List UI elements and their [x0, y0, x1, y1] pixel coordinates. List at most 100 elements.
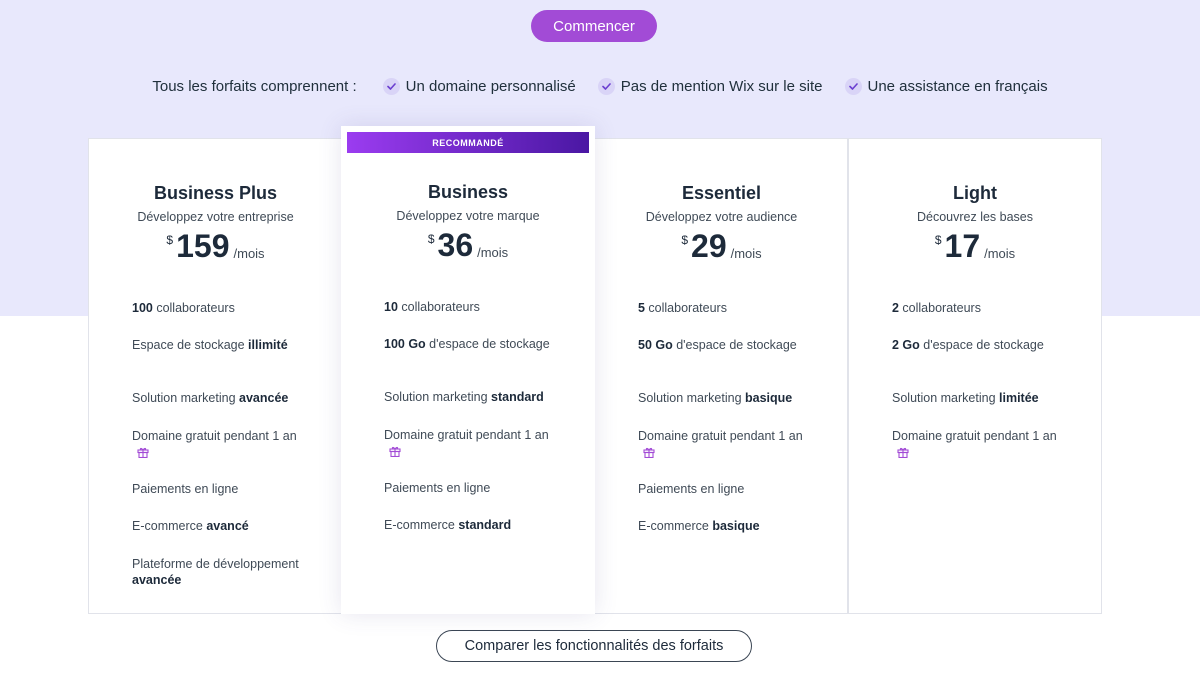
plan-feature: Domaine gratuit pendant 1 an	[384, 427, 564, 461]
feature-highlight: limitée	[999, 391, 1039, 405]
price-period: /mois	[984, 246, 1016, 261]
check-icon	[597, 77, 615, 95]
price-period: /mois	[477, 245, 509, 260]
price-amount: 159	[176, 228, 230, 264]
recommended-badge: RECOMMANDÉ	[347, 132, 589, 153]
feature-highlight: standard	[491, 390, 544, 404]
plan-tagline: Développez votre audience	[645, 210, 798, 224]
feature-text: collaborateurs	[898, 301, 981, 315]
plan-feature: 5 collaborateurs	[638, 300, 818, 316]
price-period: /mois	[730, 246, 762, 261]
plan-tagline: Développez votre entreprise	[137, 210, 294, 224]
plan-price: $36/mois	[341, 228, 595, 268]
feature-highlight: standard	[458, 518, 512, 532]
feature-text: d'espace de stockage	[672, 338, 797, 352]
plan-card-business-plus[interactable]: Business Plus Développez votre entreprise…	[88, 138, 342, 614]
feature-text: d'espace de stockage	[919, 338, 1044, 352]
feature-highlight: avancée	[132, 573, 182, 587]
plan-feature: Domaine gratuit pendant 1 an	[132, 428, 312, 462]
feature-text: collaborateurs	[152, 301, 235, 315]
gift-icon	[137, 446, 149, 462]
feature-text: E-commerce	[638, 519, 713, 533]
plan-card-business[interactable]: RECOMMANDÉ Business Développez votre marq…	[341, 126, 595, 614]
include-item-label: Pas de mention Wix sur le site	[620, 77, 823, 95]
price-amount: 29	[691, 228, 727, 264]
price-period: /mois	[233, 246, 265, 261]
currency-symbol: $	[934, 233, 942, 247]
plan-name: Essentiel	[681, 183, 762, 203]
currency-symbol: $	[166, 233, 174, 247]
currency-symbol: $	[681, 233, 689, 247]
feature-highlight: 5	[638, 301, 645, 315]
feature-highlight: illimité	[248, 338, 288, 352]
price-amount: 36	[437, 227, 474, 263]
plan-price: $159/mois	[89, 229, 342, 269]
plan-feature: Espace de stockage illimité	[132, 337, 312, 353]
feature-text: Paiements en ligne	[638, 482, 745, 496]
include-item: Un domaine personnalisé	[382, 77, 576, 95]
include-item-label: Une assistance en français	[867, 77, 1048, 95]
include-item: Pas de mention Wix sur le site	[597, 77, 823, 95]
plan-feature: Paiements en ligne	[132, 481, 312, 497]
plan-feature: Domaine gratuit pendant 1 an	[638, 428, 818, 462]
feature-text: Solution marketing	[384, 390, 492, 404]
plan-tagline: Découvrez les bases	[916, 210, 1034, 224]
feature-highlight: 10	[384, 300, 398, 314]
gift-icon	[389, 445, 401, 461]
check-icon	[844, 77, 862, 95]
plan-feature: 2 Go d'espace de stockage	[892, 337, 1072, 353]
plan-price: $29/mois	[595, 229, 848, 269]
check-icon	[382, 77, 400, 95]
gift-icon	[897, 446, 909, 462]
feature-text: Espace de stockage	[132, 338, 249, 352]
feature-text: Solution marketing	[132, 391, 240, 405]
includes-lead-text: Tous les forfaits comprennent :	[152, 77, 357, 95]
plan-feature: Paiements en ligne	[384, 480, 564, 496]
feature-text: Paiements en ligne	[384, 481, 491, 495]
feature-text: Plateforme de développement	[132, 557, 299, 571]
feature-text: E-commerce	[132, 519, 207, 533]
plan-name: Business	[427, 182, 509, 202]
feature-highlight: avancé	[206, 519, 249, 533]
feature-text: collaborateurs	[397, 300, 480, 314]
plan-feature: Plateforme de développement avancée	[132, 556, 312, 588]
compare-plans-button[interactable]: Comparer les fonctionnalités des forfait…	[436, 630, 752, 662]
feature-highlight: basique	[712, 519, 760, 533]
plan-feature: E-commerce standard	[384, 517, 564, 533]
feature-text: E-commerce	[384, 518, 459, 532]
plan-card-essentiel[interactable]: Essentiel Développez votre audience $29/mo…	[595, 138, 848, 614]
plan-feature: Solution marketing limitée	[892, 390, 1072, 406]
feature-text: d'espace de stockage	[425, 337, 550, 351]
include-item-label: Un domaine personnalisé	[405, 77, 576, 95]
feature-highlight: 100 Go	[384, 337, 426, 351]
plan-feature: Paiements en ligne	[638, 481, 818, 497]
plan-feature: 50 Go d'espace de stockage	[638, 337, 818, 353]
start-button[interactable]: Commencer	[531, 10, 657, 42]
plan-feature: 100 Go d'espace de stockage	[384, 336, 564, 352]
feature-highlight: 2 Go	[892, 338, 920, 352]
plan-name: Light	[953, 183, 997, 203]
include-item: Une assistance en français	[844, 77, 1048, 95]
feature-highlight: 2	[892, 301, 899, 315]
plan-name: Business Plus	[153, 183, 278, 203]
plan-card-light[interactable]: Light Découvrez les bases $17/mois 2 collab…	[848, 138, 1102, 614]
gift-icon	[643, 446, 655, 462]
plan-feature: Solution marketing avancée	[132, 390, 312, 406]
plan-feature: Domaine gratuit pendant 1 an	[892, 428, 1072, 462]
plan-feature: 2 collaborateurs	[892, 300, 1072, 316]
price-amount: 17	[944, 228, 981, 264]
feature-text: Domaine gratuit pendant 1 an	[132, 429, 297, 443]
plan-feature: 10 collaborateurs	[384, 299, 564, 315]
feature-text: collaborateurs	[644, 301, 727, 315]
feature-highlight: 100	[132, 301, 153, 315]
feature-text: Solution marketing	[638, 391, 746, 405]
feature-text: Domaine gratuit pendant 1 an	[638, 429, 803, 443]
included-features-bar: Tous les forfaits comprennent : Un domai…	[0, 76, 1200, 96]
plan-feature: Solution marketing basique	[638, 390, 818, 406]
feature-text: Paiements en ligne	[132, 482, 239, 496]
plan-feature: 100 collaborateurs	[132, 300, 312, 316]
currency-symbol: $	[427, 232, 435, 246]
feature-text: Solution marketing	[892, 391, 1000, 405]
plan-feature: E-commerce avancé	[132, 518, 312, 534]
plan-price: $17/mois	[849, 229, 1101, 269]
